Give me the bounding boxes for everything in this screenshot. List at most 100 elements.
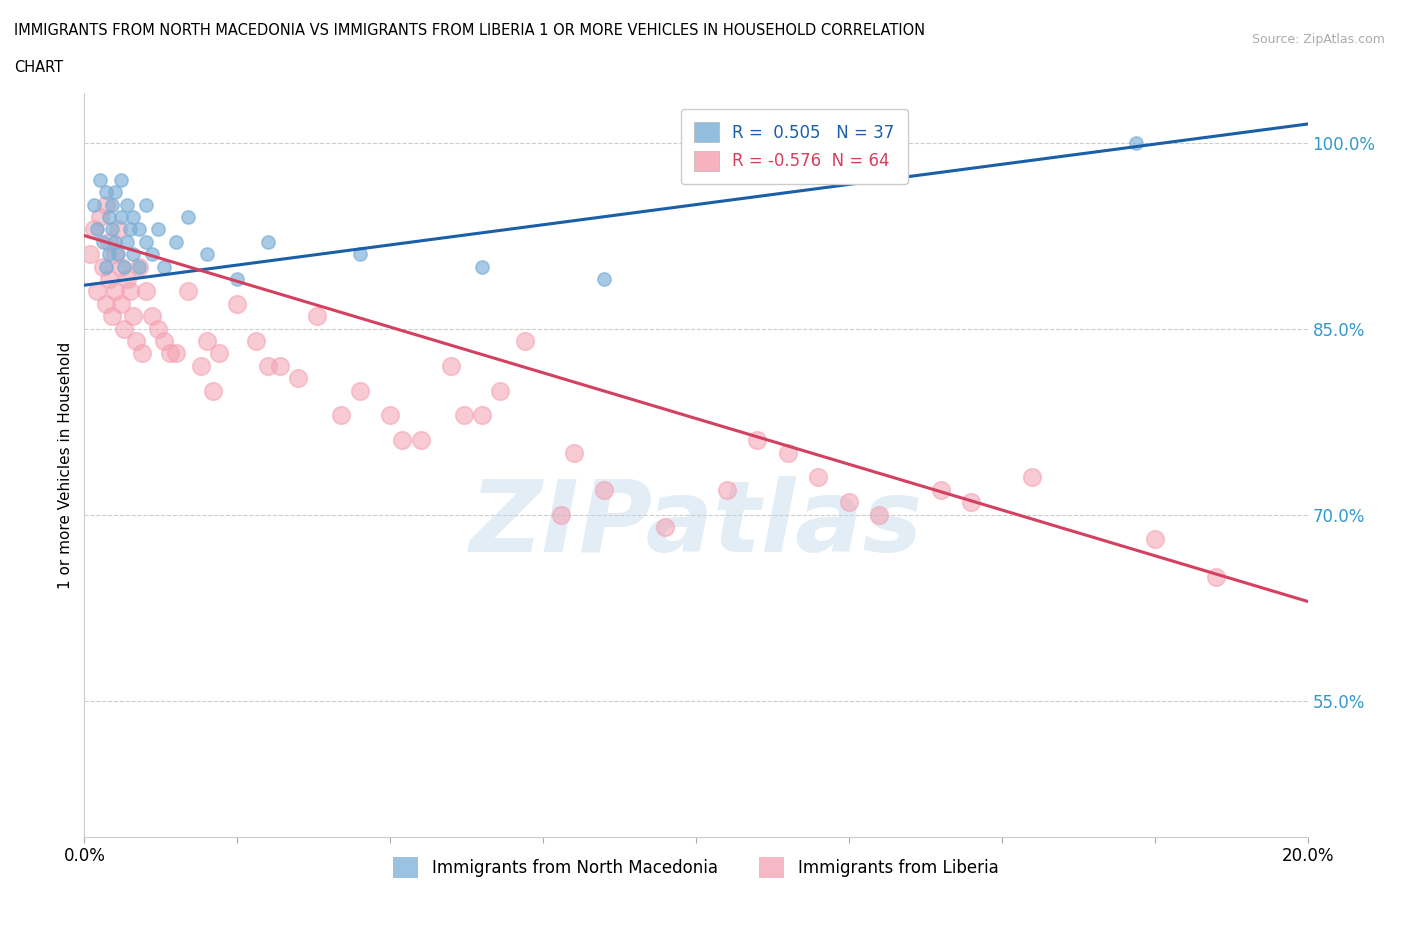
Point: [135, 234, 157, 249]
Point: [513, 334, 536, 349]
Point: [287, 371, 309, 386]
Point: [195, 246, 218, 261]
Point: [122, 246, 145, 261]
Point: [165, 234, 187, 249]
Point: [115, 197, 138, 212]
Text: CHART: CHART: [14, 60, 63, 75]
Point: [115, 272, 138, 286]
Point: [201, 383, 224, 398]
Point: [110, 297, 132, 312]
Point: [776, 445, 799, 460]
Point: [122, 209, 145, 224]
Point: [110, 209, 132, 224]
Point: [245, 334, 267, 349]
Point: [159, 346, 181, 361]
Point: [89, 172, 111, 187]
Point: [89, 209, 111, 224]
Point: [91, 259, 114, 274]
Point: [104, 284, 127, 299]
Point: [146, 222, 169, 237]
Point: [471, 259, 494, 274]
Point: [153, 334, 176, 349]
Point: [97, 272, 120, 286]
Point: [1205, 569, 1227, 584]
Point: [257, 358, 280, 373]
Point: [83, 222, 105, 237]
Point: [654, 520, 676, 535]
Point: [135, 197, 157, 212]
Point: [391, 432, 413, 447]
Point: [128, 259, 150, 274]
Point: [226, 297, 249, 312]
Point: [107, 222, 129, 237]
Y-axis label: 1 or more Vehicles in Household: 1 or more Vehicles in Household: [58, 341, 73, 589]
Point: [128, 259, 150, 274]
Text: Source: ZipAtlas.com: Source: ZipAtlas.com: [1251, 33, 1385, 46]
Point: [226, 272, 249, 286]
Point: [120, 222, 142, 237]
Point: [349, 383, 371, 398]
Point: [94, 197, 117, 212]
Point: [97, 209, 120, 224]
Point: [104, 185, 127, 200]
Point: [122, 309, 145, 324]
Point: [960, 495, 983, 510]
Point: [146, 321, 169, 336]
Point: [593, 483, 616, 498]
Point: [489, 383, 512, 398]
Point: [128, 222, 150, 237]
Point: [104, 234, 127, 249]
Point: [110, 172, 132, 187]
Point: [471, 408, 494, 423]
Point: [208, 346, 231, 361]
Point: [562, 445, 585, 460]
Point: [1143, 532, 1166, 547]
Point: [190, 358, 212, 373]
Point: [107, 246, 129, 261]
Point: [195, 334, 218, 349]
Point: [94, 297, 117, 312]
Point: [409, 432, 432, 447]
Point: [120, 284, 142, 299]
Point: [141, 246, 163, 261]
Point: [94, 185, 117, 200]
Point: [79, 246, 101, 261]
Point: [97, 234, 120, 249]
Point: [305, 309, 328, 324]
Point: [135, 284, 157, 299]
Point: [440, 358, 463, 373]
Point: [177, 284, 200, 299]
Point: [453, 408, 475, 423]
Point: [112, 321, 135, 336]
Point: [125, 334, 148, 349]
Point: [153, 259, 176, 274]
Point: [177, 209, 200, 224]
Point: [807, 470, 830, 485]
Point: [330, 408, 353, 423]
Point: [269, 358, 291, 373]
Point: [101, 309, 124, 324]
Legend: Immigrants from North Macedonia, Immigrants from Liberia: Immigrants from North Macedonia, Immigra…: [387, 851, 1005, 884]
Point: [747, 432, 769, 447]
Point: [716, 483, 738, 498]
Point: [165, 346, 187, 361]
Point: [1021, 470, 1043, 485]
Point: [83, 197, 105, 212]
Point: [86, 222, 108, 237]
Point: [349, 246, 371, 261]
Point: [141, 309, 163, 324]
Point: [91, 234, 114, 249]
Point: [112, 259, 135, 274]
Point: [869, 507, 891, 522]
Point: [1125, 135, 1147, 150]
Point: [550, 507, 572, 522]
Point: [115, 234, 138, 249]
Point: [929, 483, 952, 498]
Point: [593, 272, 616, 286]
Point: [838, 495, 860, 510]
Point: [257, 234, 280, 249]
Point: [101, 222, 124, 237]
Text: IMMIGRANTS FROM NORTH MACEDONIA VS IMMIGRANTS FROM LIBERIA 1 OR MORE VEHICLES IN: IMMIGRANTS FROM NORTH MACEDONIA VS IMMIG…: [14, 23, 925, 38]
Point: [101, 197, 124, 212]
Point: [131, 346, 153, 361]
